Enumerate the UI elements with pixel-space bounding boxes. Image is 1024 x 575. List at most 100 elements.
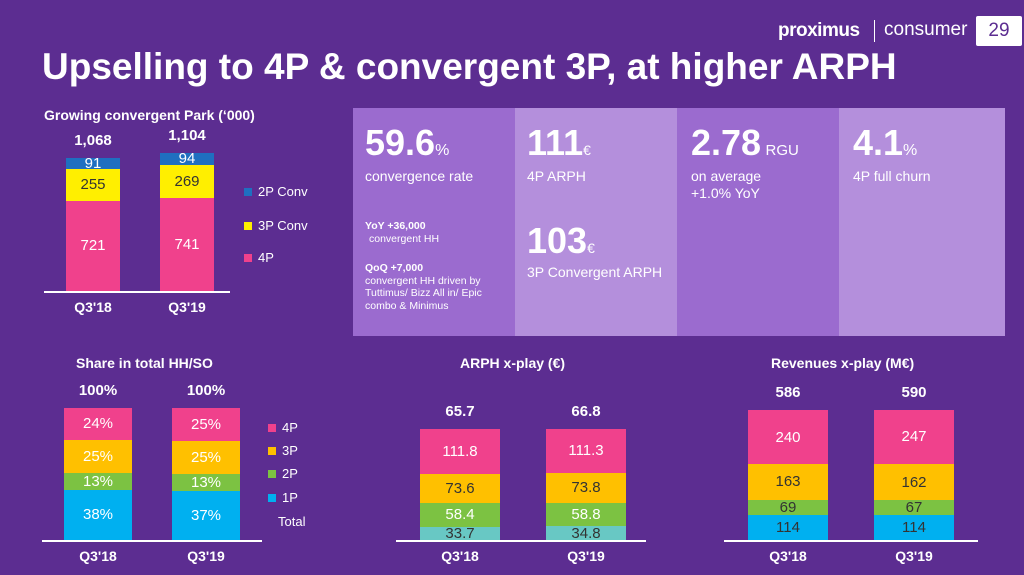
- header-subtitle: consumer: [884, 19, 968, 40]
- legend-label: 2P: [282, 466, 298, 481]
- bar-total-label: 100%: [186, 382, 226, 399]
- kpi-churn-unit: %: [903, 142, 918, 159]
- legend-label: 4P: [282, 420, 298, 435]
- legend-item-total: Total: [278, 514, 305, 529]
- bar-segment-2p: 58.8: [546, 502, 626, 527]
- data-label: 111.3: [568, 442, 604, 460]
- bar-segment-2p: 58.4: [420, 503, 500, 527]
- legend-label: 3P Conv: [258, 218, 308, 233]
- kpi-note1: convergent HH: [369, 232, 440, 245]
- data-label: 73.6: [445, 479, 475, 497]
- data-label: 721: [80, 237, 106, 255]
- legend-item-1p: 1P: [268, 490, 298, 505]
- bar-segment-2p: 13%: [172, 474, 240, 492]
- data-label: 741: [174, 236, 200, 254]
- data-label: 114: [776, 518, 800, 536]
- kpi-4p-arph-value: 111: [527, 122, 584, 163]
- bar-segment-4p: 247: [874, 409, 954, 465]
- bar-segment-3p: 163: [748, 463, 828, 500]
- x-tick-label: Q3'19: [895, 548, 933, 564]
- kpi-arph: 111€ 4P ARPH 103€ 3P Convergent ARPH: [515, 108, 677, 336]
- data-label: 13%: [190, 474, 222, 492]
- kpi-churn-label: 4P full churn: [853, 168, 931, 184]
- kpi-convergence: 59.6% convergence rate YoY +36,000 conve…: [353, 108, 515, 336]
- data-label: 33.7: [445, 524, 475, 542]
- data-label: 25%: [82, 447, 114, 465]
- kpi-rgu-value: 2.78: [691, 122, 762, 163]
- kpi-note2-bold: QoQ +7,000: [365, 262, 424, 274]
- bar-segment-4p: 741: [160, 198, 214, 291]
- legend-swatch: [268, 469, 276, 478]
- header-divider: [874, 20, 875, 42]
- legend-item-2p: 2P: [268, 466, 298, 481]
- bar-total-label: 586: [775, 384, 801, 402]
- bar-total-label: 1,068: [74, 131, 112, 149]
- x-axis-line: [42, 540, 262, 542]
- data-label: 162: [901, 473, 927, 491]
- legend-label: 1P: [282, 490, 298, 505]
- bar-segment-4p: 111.8: [420, 429, 500, 474]
- bar-segment-1p: 33.7: [420, 524, 500, 542]
- x-tick-label: Q3'18: [74, 299, 112, 315]
- data-label: 69: [779, 498, 797, 516]
- bar-segment-4p: 721: [66, 200, 120, 291]
- data-label: 91: [84, 154, 102, 172]
- bar-segment-1p: 38%: [64, 489, 132, 540]
- data-label: 247: [901, 428, 927, 446]
- data-label: 25%: [190, 416, 222, 433]
- kpi-3p-arph-unit: €: [587, 240, 595, 256]
- legend-swatch: [268, 493, 276, 502]
- data-label: 240: [775, 428, 801, 446]
- data-label: 73.8: [571, 479, 601, 497]
- x-tick-label: Q3'18: [769, 548, 807, 564]
- kpi-rgu-unit: RGU: [765, 142, 799, 159]
- x-tick-label: Q3'19: [567, 548, 605, 564]
- data-label: 58.8: [571, 505, 601, 523]
- legend-item-4p: 4P: [268, 420, 298, 435]
- bar-segment-4p: 240: [748, 410, 828, 464]
- bar-segment-3p: 25%: [172, 441, 240, 474]
- page-number: 29: [976, 16, 1022, 46]
- bar-segment-1p: 34.8: [546, 524, 626, 542]
- bar-segment-3p: 25%: [64, 439, 132, 473]
- kpi-4p-arph-unit: €: [583, 142, 591, 158]
- kpi-3p-arph-label: 3P Convergent ARPH: [527, 264, 663, 280]
- data-label: 38%: [82, 506, 114, 524]
- slide-title: Upselling to 4P & convergent 3P, at high…: [42, 46, 897, 87]
- x-axis-line: [44, 291, 230, 293]
- bar-segment-2p: 67: [874, 499, 954, 516]
- legend-swatch: [268, 423, 276, 432]
- bar-segment-4p: 111.3: [546, 428, 626, 474]
- bar-total-label: 65.7: [445, 403, 475, 420]
- kpi-rgu: 2.78 RGU on average +1.0% YoY: [677, 108, 839, 336]
- x-axis-line: [724, 540, 978, 542]
- legend-item-3p: 3P: [268, 443, 298, 458]
- bar-total-label: 1,104: [168, 127, 206, 144]
- bar-segment-1p: 114: [874, 514, 954, 540]
- kpi-3p-arph-value: 103: [527, 220, 588, 261]
- data-label: 37%: [190, 507, 222, 525]
- bar-segment-2p: 69: [748, 498, 828, 516]
- data-label: 94: [178, 150, 196, 168]
- brand-logo: proximus: [778, 20, 860, 41]
- x-axis-line: [396, 540, 646, 542]
- legend-label: 2P Conv: [258, 184, 308, 199]
- kpi-convergence-unit: %: [435, 142, 450, 159]
- legend-swatch: [268, 446, 276, 455]
- data-label: 163: [775, 473, 801, 491]
- data-label: 34.8: [571, 524, 601, 542]
- kpi-convergence-label: convergence rate: [365, 168, 474, 184]
- kpi-churn-value: 4.1: [853, 122, 904, 163]
- legend-label: 4P: [258, 250, 274, 265]
- data-label: 255: [80, 176, 106, 194]
- data-label: 58.4: [445, 506, 475, 524]
- bar-segment-2p-conv: 91: [66, 154, 120, 172]
- kpi-note1-bold: YoY +36,000: [365, 220, 426, 232]
- kpi-rgu-label2: +1.0% YoY: [691, 185, 760, 201]
- legend-item-4p: 4P: [244, 250, 274, 265]
- x-tick-label: Q3'19: [168, 299, 206, 315]
- x-tick-label: Q3'18: [441, 548, 479, 564]
- park-chart-title: Growing convergent Park (‘000): [44, 107, 255, 123]
- kpi-convergence-value: 59.6: [365, 122, 436, 163]
- kpi-note2: convergent HH driven by Tuttimus/ Bizz A…: [365, 274, 482, 312]
